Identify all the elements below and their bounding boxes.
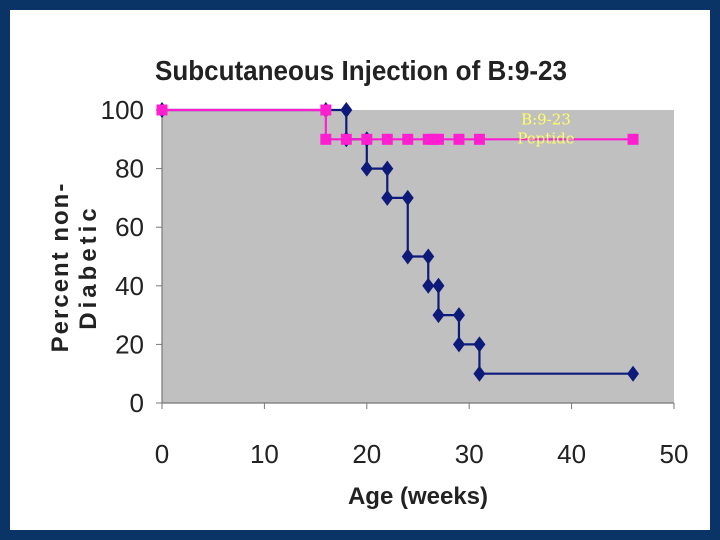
x-tick-label: 20 (352, 439, 381, 469)
x-tick-label: 30 (455, 439, 484, 469)
data-point-series-2 (361, 133, 373, 145)
corner-label: BDC (669, 512, 702, 528)
x-tick-label: 50 (660, 439, 689, 469)
data-point-series-2 (340, 133, 352, 145)
data-point-series-1 (452, 336, 465, 353)
data-point-series-1 (473, 336, 486, 353)
data-point-series-2 (320, 104, 332, 116)
slide: Subcutaneous Injection of B:9-23 0 20 40 60… (10, 10, 710, 530)
x-tick-label: 0 (155, 439, 169, 469)
data-point-series-1 (381, 189, 394, 206)
data-point-series-1 (340, 102, 353, 118)
data-point-series-1 (422, 248, 435, 265)
data-point-series-1 (401, 189, 414, 206)
annotation-peptide: B:9-23 Peptide (517, 111, 574, 148)
data-point-series-2 (453, 133, 465, 145)
chart-title: Subcutaneous Injection of B:9-23 (155, 55, 567, 86)
annotation-line1: B:9-23 (521, 111, 571, 129)
y-tick-label: 60 (115, 212, 144, 242)
y-axis-label-line1: Percent non- (47, 182, 74, 353)
data-point-series-2 (156, 104, 168, 116)
data-point-series-2 (320, 133, 332, 145)
data-point-series-2 (432, 133, 444, 145)
chart: Subcutaneous Injection of B:9-23 0 20 40 60… (47, 55, 689, 510)
x-tick-label: 10 (250, 439, 279, 469)
data-point-series-2 (627, 133, 639, 145)
data-point-series-1 (360, 160, 373, 177)
data-point-series-2 (381, 133, 393, 145)
x-tick-label: 40 (557, 439, 586, 469)
data-point-series-2 (473, 133, 485, 145)
data-point-series-2 (402, 133, 414, 145)
data-point-series-1 (432, 277, 445, 294)
data-point-series-1 (401, 248, 414, 265)
x-axis-label: Age (weeks) (348, 483, 488, 510)
annotation-line2: Peptide (517, 130, 574, 148)
data-point-series-1 (627, 365, 640, 382)
y-tick-label: 20 (115, 329, 144, 359)
data-point-series-1 (422, 277, 435, 294)
y-tick-label: 100 (101, 95, 144, 125)
data-point-series-1 (432, 307, 445, 324)
data-point-series-1 (452, 307, 465, 324)
y-tick-label: 80 (115, 154, 144, 184)
data-point-series-1 (381, 160, 394, 177)
y-tick-label: 0 (130, 388, 144, 418)
data-point-series-1 (473, 365, 486, 382)
y-axis-label-line2: Diabetic (75, 204, 102, 329)
y-tick-label: 40 (115, 271, 144, 301)
